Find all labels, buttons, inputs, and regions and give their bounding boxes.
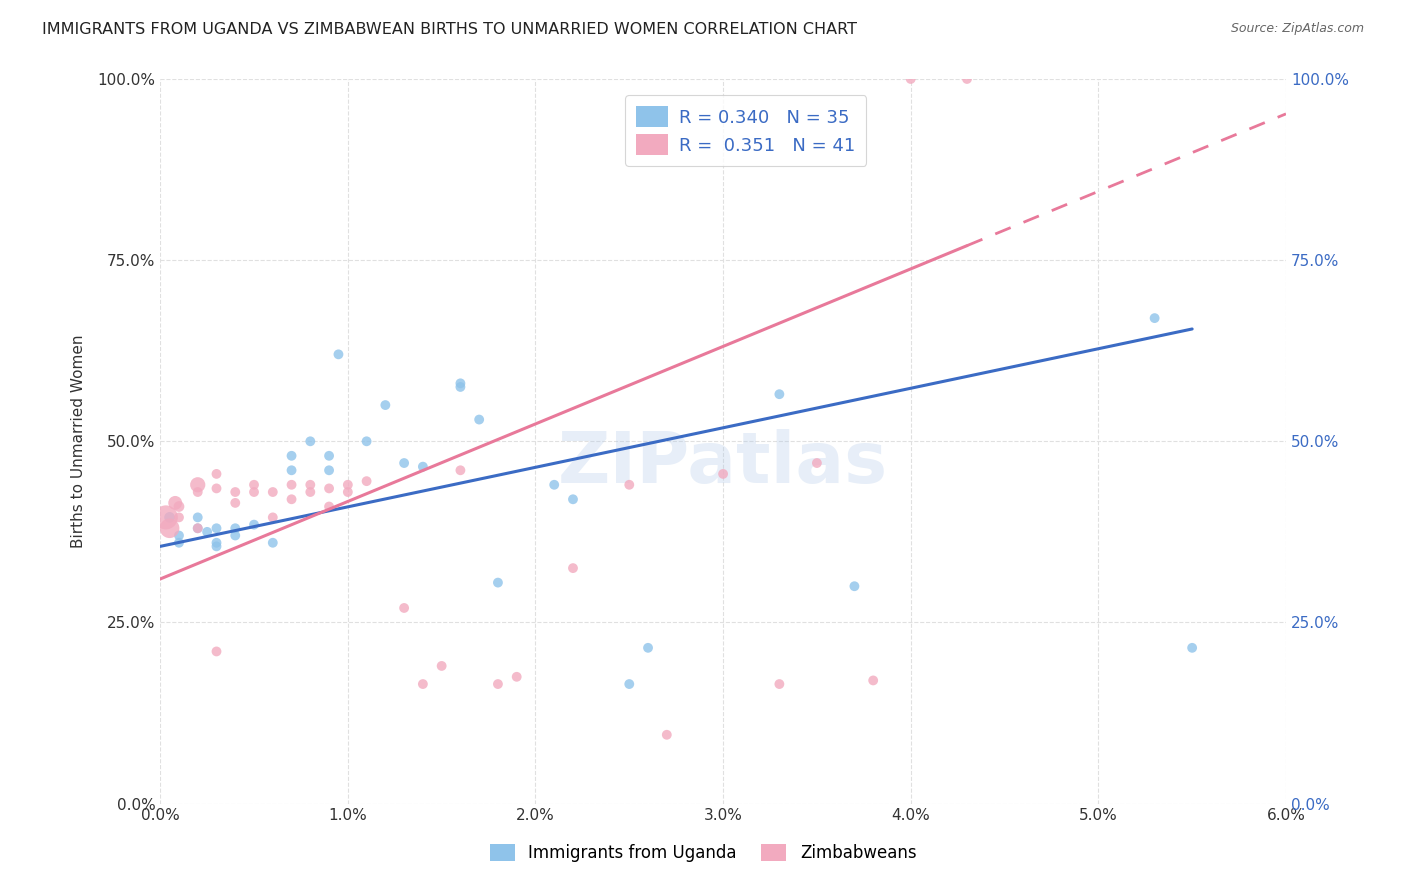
Point <box>205 535 228 549</box>
Point <box>806 456 828 470</box>
Point <box>336 485 359 500</box>
Point <box>243 485 266 500</box>
Point <box>711 467 734 481</box>
Point <box>486 677 509 691</box>
Point <box>187 521 209 535</box>
Point <box>187 477 209 491</box>
Point <box>468 412 491 426</box>
Point <box>262 510 284 524</box>
Point <box>187 521 209 535</box>
Point <box>318 482 340 496</box>
Point <box>392 601 415 615</box>
Text: ZIPatlas: ZIPatlas <box>558 428 889 498</box>
Point <box>159 521 181 535</box>
Point <box>430 659 453 673</box>
Text: Source: ZipAtlas.com: Source: ZipAtlas.com <box>1230 22 1364 36</box>
Point <box>356 434 378 449</box>
Point <box>167 510 190 524</box>
Point <box>844 579 866 593</box>
Point <box>449 380 471 394</box>
Point <box>562 492 585 507</box>
Point <box>1143 311 1166 326</box>
Point <box>655 728 678 742</box>
Point <box>224 496 246 510</box>
Point <box>505 670 527 684</box>
Point <box>318 500 340 514</box>
Point <box>187 485 209 500</box>
Point <box>768 677 790 691</box>
Point <box>159 510 181 524</box>
Point <box>280 463 302 477</box>
Y-axis label: Births to Unmarried Women: Births to Unmarried Women <box>72 334 86 548</box>
Point <box>637 640 659 655</box>
Point <box>155 510 177 524</box>
Point <box>224 528 246 542</box>
Point <box>224 521 246 535</box>
Point <box>956 72 979 87</box>
Point <box>356 474 378 488</box>
Point <box>165 496 187 510</box>
Point <box>299 477 322 491</box>
Text: IMMIGRANTS FROM UGANDA VS ZIMBABWEAN BIRTHS TO UNMARRIED WOMEN CORRELATION CHART: IMMIGRANTS FROM UGANDA VS ZIMBABWEAN BIR… <box>42 22 858 37</box>
Point <box>167 500 190 514</box>
Point <box>486 575 509 590</box>
Point <box>280 449 302 463</box>
Point <box>187 510 209 524</box>
Legend: R = 0.340   N = 35, R =  0.351   N = 41: R = 0.340 N = 35, R = 0.351 N = 41 <box>626 95 866 166</box>
Point <box>205 521 228 535</box>
Point <box>336 477 359 491</box>
Point <box>299 485 322 500</box>
Point <box>318 463 340 477</box>
Point <box>167 528 190 542</box>
Point <box>262 535 284 549</box>
Point <box>280 492 302 507</box>
Point <box>412 459 434 474</box>
Point <box>449 376 471 391</box>
Point <box>768 387 790 401</box>
Point <box>224 485 246 500</box>
Point <box>205 467 228 481</box>
Point <box>243 517 266 532</box>
Point <box>900 72 922 87</box>
Point <box>205 540 228 554</box>
Point <box>619 677 641 691</box>
Point <box>412 677 434 691</box>
Point <box>862 673 884 688</box>
Point <box>243 477 266 491</box>
Point <box>318 449 340 463</box>
Point <box>262 485 284 500</box>
Point <box>205 482 228 496</box>
Point <box>543 477 565 491</box>
Point <box>449 463 471 477</box>
Point <box>562 561 585 575</box>
Point <box>1181 640 1204 655</box>
Legend: Immigrants from Uganda, Zimbabweans: Immigrants from Uganda, Zimbabweans <box>481 836 925 871</box>
Point <box>280 477 302 491</box>
Point <box>299 434 322 449</box>
Point <box>374 398 396 412</box>
Point <box>619 477 641 491</box>
Point <box>167 535 190 549</box>
Point <box>195 524 218 539</box>
Point <box>392 456 415 470</box>
Point <box>328 347 350 361</box>
Point <box>205 644 228 658</box>
